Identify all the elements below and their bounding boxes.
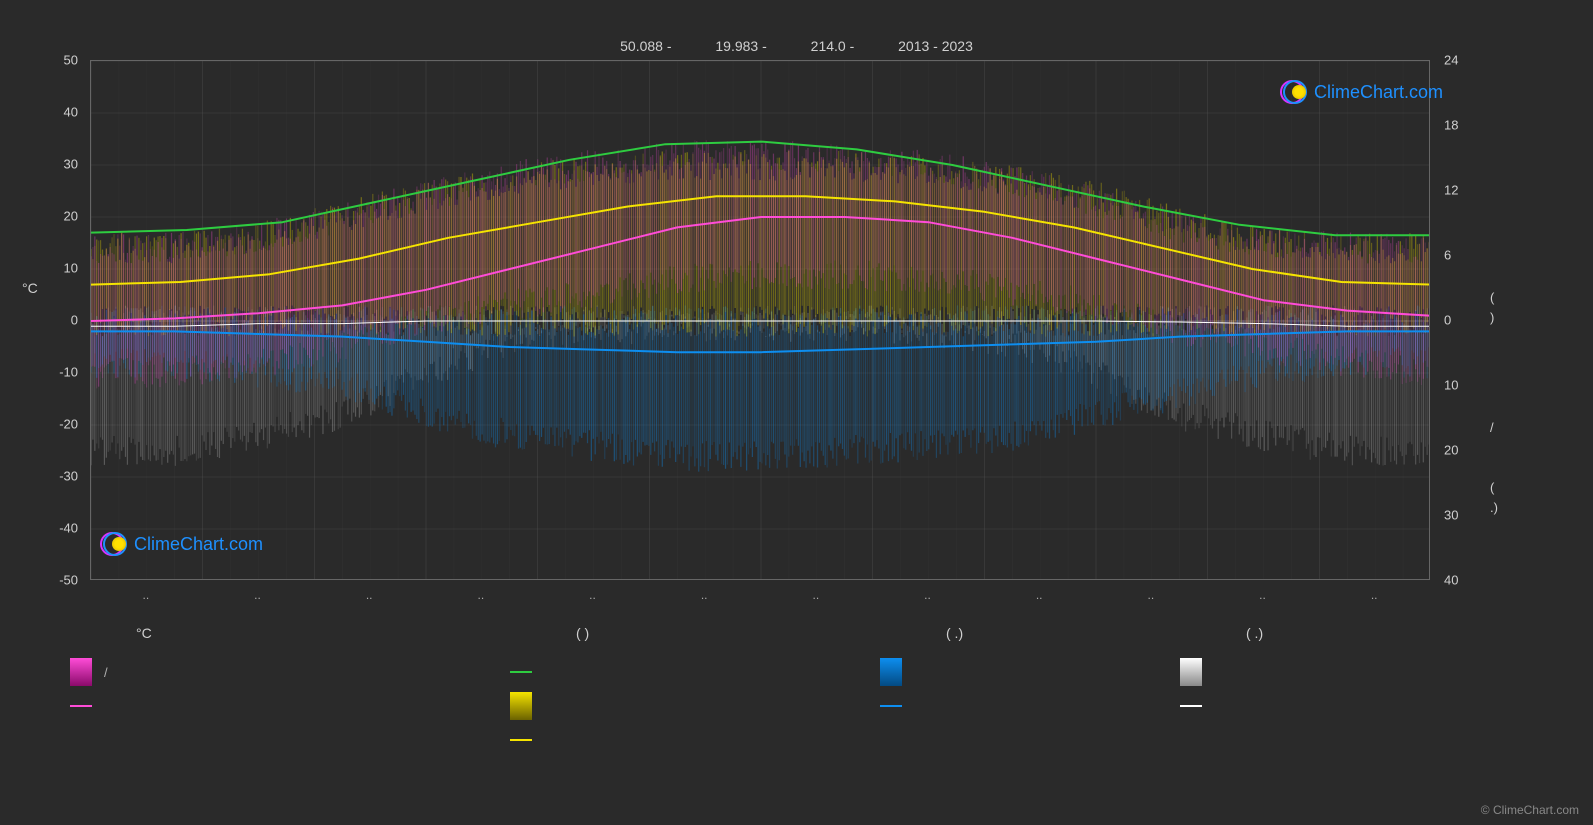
y-left-tick: -50 xyxy=(38,573,78,588)
y-right-tick: 6 xyxy=(1444,248,1484,263)
x-tick-month: .. xyxy=(1036,588,1043,602)
legend-item xyxy=(880,655,1220,689)
y-left-tick: 30 xyxy=(38,157,78,172)
y-right-marker: ( xyxy=(1490,480,1494,495)
legend-swatch-icon xyxy=(70,658,92,686)
brand-logo-bottom: ClimeChart.com xyxy=(100,530,263,558)
x-tick-month: .. xyxy=(1371,588,1378,602)
legend-swatch-icon xyxy=(510,692,532,720)
y-right-tick: 40 xyxy=(1444,573,1484,588)
brand-icon xyxy=(1280,78,1308,106)
y-right-marker: / xyxy=(1490,420,1494,435)
y-left-tick: 10 xyxy=(38,261,78,276)
y-right-tick: 12 xyxy=(1444,183,1484,198)
legend-item xyxy=(880,689,1220,723)
legend-item xyxy=(510,655,850,689)
header-lon: 19.983 - xyxy=(715,38,766,54)
legend-header: ( .) xyxy=(880,625,1220,641)
y-axis-right: 2418126010203040 xyxy=(1438,60,1478,580)
legend-column: °C / xyxy=(70,625,410,723)
legend-item xyxy=(510,723,850,757)
header-lat: 50.088 - xyxy=(620,38,671,54)
plot-svg xyxy=(90,60,1430,580)
legend-header: °C xyxy=(70,625,410,641)
legend-column: ( .) xyxy=(1180,625,1520,723)
y-right-tick: 30 xyxy=(1444,508,1484,523)
legend-item: / xyxy=(70,655,410,689)
y-right-marker: ( xyxy=(1490,290,1494,305)
y-right-marker: .) xyxy=(1490,500,1498,515)
legend-line-icon xyxy=(880,705,902,707)
y-left-tick: -30 xyxy=(38,469,78,484)
y-right-marker: ) xyxy=(1490,310,1494,325)
x-tick-month: .. xyxy=(1259,588,1266,602)
y-left-tick: 20 xyxy=(38,209,78,224)
legend-header: ( .) xyxy=(1180,625,1520,641)
x-tick-month: .. xyxy=(477,588,484,602)
y-axis-right-units: ( ) / ( .) xyxy=(1490,60,1510,580)
y-axis-left-label: °C xyxy=(22,280,38,296)
copyright: © ClimeChart.com xyxy=(1481,803,1579,817)
y-right-tick: 24 xyxy=(1444,53,1484,68)
x-tick-month: .. xyxy=(1147,588,1154,602)
x-tick-month: .. xyxy=(812,588,819,602)
brand-icon xyxy=(100,530,128,558)
y-right-tick: 20 xyxy=(1444,443,1484,458)
legend-item xyxy=(1180,689,1520,723)
legend-line-icon xyxy=(510,671,532,673)
y-left-tick: -40 xyxy=(38,521,78,536)
x-tick-month: .. xyxy=(701,588,708,602)
brand-text: ClimeChart.com xyxy=(1314,82,1443,103)
brand-logo-top: ClimeChart.com xyxy=(1280,78,1443,106)
legend-label: / xyxy=(104,665,108,680)
legend-column: ( ) xyxy=(510,625,850,757)
legend-item xyxy=(510,689,850,723)
x-tick-month: .. xyxy=(589,588,596,602)
y-right-tick: 18 xyxy=(1444,118,1484,133)
x-axis: ........................ xyxy=(90,588,1430,608)
chart-plot-area xyxy=(90,60,1430,580)
legend-item xyxy=(1180,655,1520,689)
legend-column: ( .) xyxy=(880,625,1220,723)
legend-swatch-icon xyxy=(880,658,902,686)
chart-header: 50.088 - 19.983 - 214.0 - 2013 - 2023 xyxy=(0,38,1593,54)
y-left-tick: 40 xyxy=(38,105,78,120)
legend-line-icon xyxy=(70,705,92,707)
x-tick-month: .. xyxy=(254,588,261,602)
y-left-tick: -20 xyxy=(38,417,78,432)
legend-header: ( ) xyxy=(510,625,850,641)
y-right-tick: 0 xyxy=(1444,313,1484,328)
y-left-tick: 50 xyxy=(38,53,78,68)
legend: °C / ( ) ( .)( .) xyxy=(70,625,1520,765)
y-left-tick: 0 xyxy=(38,313,78,328)
x-tick-month: .. xyxy=(142,588,149,602)
legend-swatch-icon xyxy=(1180,658,1202,686)
x-tick-month: .. xyxy=(924,588,931,602)
y-left-tick: -10 xyxy=(38,365,78,380)
header-years: 2013 - 2023 xyxy=(898,38,973,54)
y-axis-left: 50403020100-10-20-30-40-50 xyxy=(44,60,84,580)
header-elev: 214.0 - xyxy=(811,38,855,54)
y-right-tick: 10 xyxy=(1444,378,1484,393)
legend-line-icon xyxy=(510,739,532,741)
x-tick-month: .. xyxy=(366,588,373,602)
legend-item xyxy=(70,689,410,723)
brand-text: ClimeChart.com xyxy=(134,534,263,555)
legend-line-icon xyxy=(1180,705,1202,707)
